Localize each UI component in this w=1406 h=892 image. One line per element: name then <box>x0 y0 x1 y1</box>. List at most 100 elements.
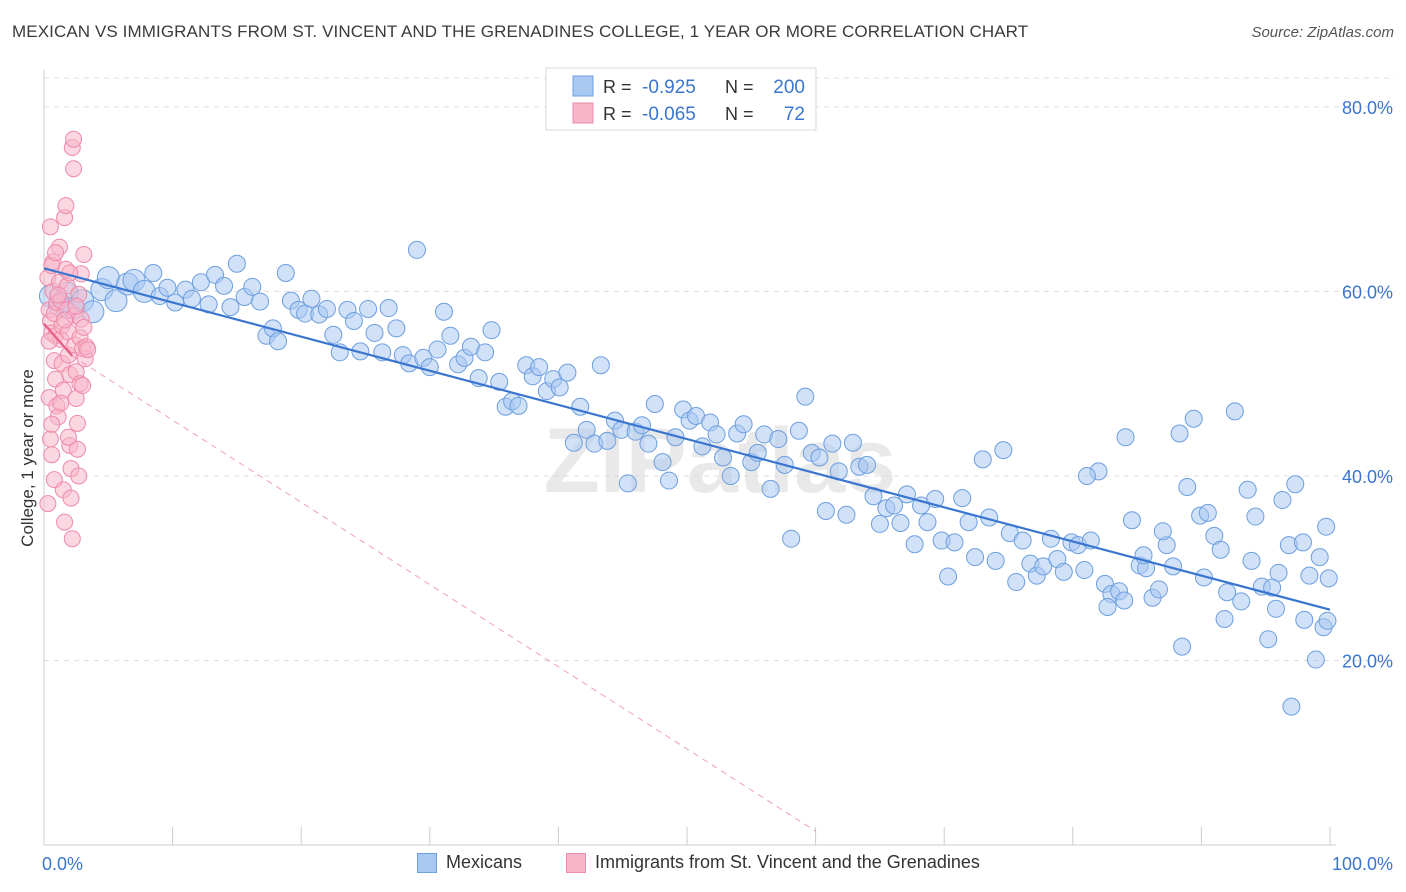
point-mexicans-167 <box>1211 540 1230 559</box>
point-svg-38 <box>62 489 80 507</box>
legend-item-mexicans: Mexicans <box>417 852 522 873</box>
legend-n-label-1: N = <box>725 77 754 97</box>
point-mexicans-45 <box>379 299 398 318</box>
point-mexicans-153 <box>1116 428 1135 447</box>
point-mexicans-77 <box>598 431 617 450</box>
point-mexicans-178 <box>1286 475 1305 494</box>
point-svg-7 <box>41 430 59 448</box>
point-mexicans-110 <box>823 434 842 453</box>
point-svg-71 <box>67 297 85 315</box>
point-mexicans-197 <box>1295 610 1314 629</box>
point-mexicans-162 <box>1178 478 1197 497</box>
trend-line-mexicans <box>43 267 1331 611</box>
series-svg-points <box>39 130 97 548</box>
point-mexicans-52 <box>428 340 447 359</box>
y-tick-label-20: 20.0% <box>1342 651 1393 671</box>
point-mexicans-161 <box>1170 424 1189 443</box>
point-svg-48 <box>68 440 86 458</box>
point-mexicans-67 <box>530 358 549 377</box>
trend-line-svg-extension <box>72 355 816 832</box>
point-mexicans-64 <box>509 396 528 415</box>
point-mexicans-113 <box>843 433 862 452</box>
point-svg-39 <box>63 530 81 548</box>
point-mexicans-37 <box>324 325 343 344</box>
point-mexicans-169 <box>1225 402 1244 421</box>
point-mexicans-8 <box>104 289 128 313</box>
point-mexicans-187 <box>1242 551 1261 570</box>
point-mexicans-141 <box>1034 557 1053 576</box>
point-mexicans-176 <box>1273 490 1292 509</box>
point-svg-67 <box>52 394 70 412</box>
legend-swatch-mexicans <box>417 852 437 873</box>
y-axis-label: College, 1 year or more <box>18 369 37 547</box>
point-mexicans-14 <box>158 278 177 297</box>
point-svg-57 <box>75 246 93 264</box>
point-mexicans-104 <box>782 529 801 548</box>
point-mexicans-181 <box>1306 650 1325 669</box>
point-svg-63 <box>49 286 67 304</box>
point-mexicans-106 <box>796 387 815 406</box>
point-mexicans-128 <box>945 533 964 552</box>
point-mexicans-132 <box>973 450 992 469</box>
point-svg-70 <box>59 428 77 446</box>
point-mexicans-158 <box>1149 580 1168 599</box>
point-mexicans-76 <box>591 356 610 375</box>
chart-title: MEXICAN VS IMMIGRANTS FROM ST. VINCENT A… <box>12 22 1029 41</box>
point-mexicans-168 <box>1218 583 1237 602</box>
legend-top: R = -0.925 N = 200 R = -0.065 N = 72 <box>545 67 817 131</box>
point-mexicans-22 <box>221 298 240 317</box>
point-mexicans-191 <box>1153 522 1172 541</box>
tick-labels: 20.0% 40.0% 60.0% 80.0% 0.0% 100.0% <box>42 98 1393 874</box>
point-mexicans-172 <box>1246 507 1265 526</box>
point-mexicans-138 <box>1013 531 1032 550</box>
point-mexicans-188 <box>1215 609 1234 628</box>
trend-line-svg <box>43 322 74 357</box>
point-mexicans-171 <box>1238 480 1257 499</box>
point-svg-56 <box>74 377 92 395</box>
legend-swatch-svg <box>566 852 586 873</box>
point-mexicans-119 <box>885 496 904 515</box>
legend-n-label-2: N = <box>725 104 754 124</box>
x-tick-label-0: 0.0% <box>42 854 83 874</box>
point-mexicans-21 <box>215 276 234 295</box>
legend-r-label-1: R = <box>603 77 632 97</box>
point-mexicans-137 <box>1007 573 1026 592</box>
point-mexicans-190 <box>1173 637 1192 656</box>
point-svg-58 <box>75 318 93 336</box>
point-svg-42 <box>65 160 83 178</box>
point-mexicans-122 <box>905 535 924 554</box>
x-tick-label-100: 100.0% <box>1332 854 1393 874</box>
point-mexicans-12 <box>144 263 163 282</box>
point-mexicans-154 <box>1122 511 1141 530</box>
point-svg-8 <box>43 446 61 464</box>
point-mexicans-102 <box>769 430 788 449</box>
point-svg-62 <box>47 244 65 262</box>
point-mexicans-80 <box>618 474 637 493</box>
point-mexicans-97 <box>734 415 753 434</box>
point-svg-27 <box>56 513 74 531</box>
point-mexicans-170 <box>1232 592 1251 611</box>
point-mexicans-134 <box>986 551 1005 570</box>
point-mexicans-60 <box>482 321 501 340</box>
legend-n-value-2: 72 <box>784 104 805 125</box>
point-mexicans-23 <box>227 254 246 273</box>
point-mexicans-43 <box>365 323 384 342</box>
point-mexicans-17 <box>182 289 201 308</box>
legend-label-svg: Immigrants from St. Vincent and the Gren… <box>595 852 980 872</box>
point-svg-64 <box>43 415 61 433</box>
point-mexicans-46 <box>387 319 406 338</box>
point-mexicans-54 <box>441 326 460 345</box>
point-svg-41 <box>65 130 83 148</box>
point-mexicans-142 <box>1041 529 1060 548</box>
point-mexicans-83 <box>639 434 658 453</box>
point-mexicans-180 <box>1300 566 1319 585</box>
legend-n-value-1: 200 <box>773 77 805 98</box>
point-mexicans-95 <box>721 466 740 485</box>
point-mexicans-29 <box>269 332 288 351</box>
point-svg-49 <box>70 467 88 485</box>
point-mexicans-184 <box>1318 611 1337 630</box>
point-mexicans-74 <box>577 420 596 439</box>
point-mexicans-40 <box>344 311 363 330</box>
point-mexicans-71 <box>558 363 577 382</box>
